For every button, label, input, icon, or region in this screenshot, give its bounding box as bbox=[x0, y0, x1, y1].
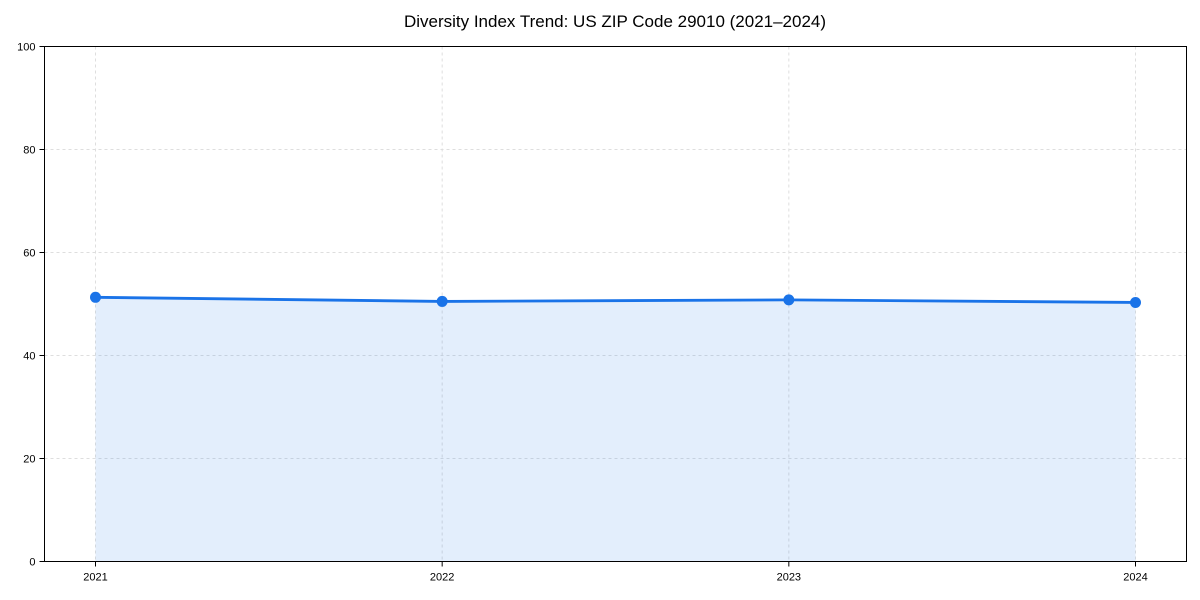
data-point-2023 bbox=[783, 294, 795, 306]
x-tick-label: 2023 bbox=[777, 572, 801, 584]
data-point-2022 bbox=[436, 295, 448, 307]
data-point-2021 bbox=[90, 291, 101, 303]
x-tick-label: 2021 bbox=[83, 572, 107, 584]
y-tick-label: 20 bbox=[23, 454, 35, 466]
area-fill bbox=[95, 297, 1136, 562]
plot-border bbox=[44, 46, 1187, 562]
y-tick-label: 100 bbox=[17, 42, 35, 54]
trend-line bbox=[94, 295, 1137, 304]
data-point-2024 bbox=[1130, 296, 1141, 308]
y-tick-label: 80 bbox=[23, 145, 35, 157]
x-tick-label: 2024 bbox=[1123, 572, 1147, 584]
y-tick-label: 40 bbox=[23, 351, 35, 363]
y-tick-label: 0 bbox=[29, 557, 35, 569]
x-tick-label: 2022 bbox=[430, 572, 454, 584]
y-tick-label: 60 bbox=[23, 248, 35, 260]
chart-title: Diversity Index Trend: US ZIP Code 29010… bbox=[403, 12, 827, 31]
